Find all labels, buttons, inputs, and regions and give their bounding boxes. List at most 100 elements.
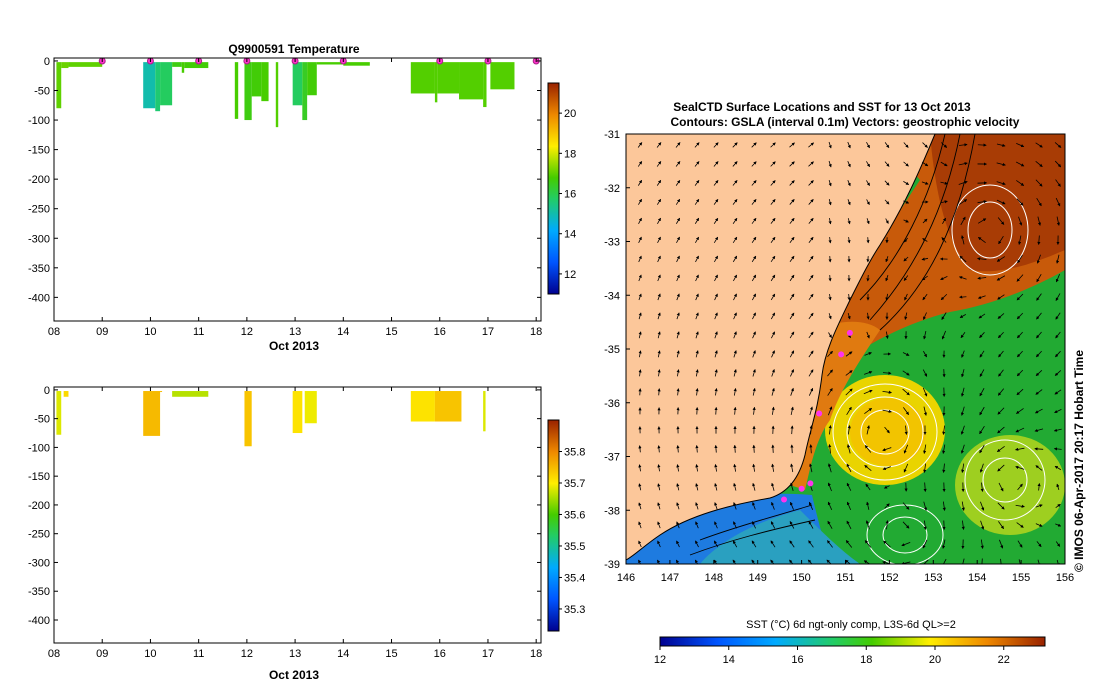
velocity-vector — [676, 540, 680, 548]
velocity-vector — [902, 521, 910, 529]
profile-bar — [307, 62, 317, 96]
velocity-vector — [828, 198, 832, 206]
velocity-vector — [866, 161, 870, 168]
y-tick-label: -350 — [28, 586, 50, 598]
x-tick-label: 09 — [96, 648, 108, 660]
velocity-vector — [847, 312, 851, 320]
temperature-xlabel: Oct 2013 — [269, 339, 319, 353]
velocity-vector — [1016, 180, 1025, 186]
velocity-vector — [828, 444, 832, 454]
velocity-vector — [713, 217, 719, 224]
velocity-vector — [884, 426, 890, 434]
velocity-vector — [1015, 504, 1025, 508]
velocity-vector — [751, 559, 756, 564]
seal-position-marker — [838, 351, 845, 358]
velocity-vector — [1035, 465, 1043, 471]
velocity-vector — [960, 332, 966, 339]
map-area — [626, 134, 1065, 564]
velocity-vector — [979, 332, 985, 339]
salinity-colorbar-ticks: 35.3 35.4 35.5 35.6 35.7 35.8 — [559, 446, 585, 616]
velocity-vector — [695, 388, 699, 396]
map-x-tick-label: 146 — [617, 572, 635, 584]
profile-bar — [275, 62, 279, 128]
velocity-vector — [997, 426, 1005, 434]
velocity-vector — [752, 463, 756, 472]
velocity-vector — [1054, 465, 1062, 471]
velocity-vector — [904, 312, 908, 320]
velocity-vector — [657, 445, 661, 453]
velocity-vector — [733, 463, 737, 472]
velocity-vector — [996, 446, 1005, 452]
salinity-panel: 08 09 10 11 12 13 14 15 16 17 18 0 -50 -100 -150 -200 -2… — [28, 385, 585, 682]
velocity-vector — [977, 236, 986, 244]
velocity-vector — [695, 312, 699, 320]
velocity-vector — [1055, 197, 1061, 207]
velocity-vector — [656, 198, 662, 205]
velocity-vector — [808, 217, 814, 224]
velocity-vector — [1036, 274, 1042, 283]
velocity-vector — [959, 255, 967, 263]
velocity-vector — [1018, 559, 1022, 564]
velocity-vector — [751, 274, 757, 282]
velocity-vector — [866, 237, 870, 244]
velocity-vector — [922, 539, 928, 549]
velocity-vector — [713, 161, 719, 167]
x-tick-label: 13 — [289, 326, 301, 338]
velocity-vector — [942, 217, 946, 225]
velocity-vector — [996, 181, 1006, 186]
profile-bar — [292, 62, 303, 106]
velocity-vector — [1053, 447, 1062, 451]
velocity-vector — [923, 463, 927, 473]
velocity-vector — [714, 274, 718, 282]
velocity-vector — [1037, 235, 1041, 246]
velocity-vector — [1035, 504, 1043, 508]
x-tick-label: 11 — [193, 648, 204, 660]
velocity-vector — [789, 161, 795, 167]
velocity-vector — [1037, 482, 1041, 491]
y-tick-label: -400 — [28, 615, 50, 627]
velocity-vector — [657, 274, 661, 282]
map-y-tick-label: -38 — [604, 505, 620, 517]
velocity-vector — [695, 464, 699, 472]
velocity-vector — [959, 199, 968, 205]
velocity-vector — [1036, 254, 1041, 264]
map-y-tick-label: -35 — [604, 344, 620, 356]
map-y-tick-label: -33 — [604, 237, 620, 249]
velocity-vector — [1035, 523, 1043, 527]
velocity-vector — [752, 387, 756, 396]
velocity-vector — [1054, 389, 1062, 395]
velocity-vector — [657, 217, 661, 224]
velocity-vector — [751, 180, 757, 186]
velocity-vector — [1035, 370, 1043, 377]
velocity-vector — [960, 444, 965, 454]
velocity-vector — [752, 406, 756, 415]
velocity-vector — [827, 540, 833, 548]
velocity-vector — [921, 275, 928, 281]
velocity-vector — [808, 331, 814, 339]
velocity-vector — [828, 237, 832, 244]
velocity-vector — [695, 502, 699, 510]
temperature-panel: Q9900591 Temperature 08 09 10 11 12 13 14 15 16 1… — [28, 42, 576, 353]
velocity-vector — [923, 520, 927, 530]
temperature-colorbar — [547, 82, 560, 295]
velocity-vector — [958, 276, 967, 280]
sst-colorbar-tick-label: 20 — [929, 654, 941, 666]
velocity-vector — [733, 444, 737, 453]
velocity-vector — [732, 255, 738, 263]
velocity-vector — [960, 216, 966, 226]
velocity-vector — [1016, 142, 1025, 148]
profile-bar — [143, 62, 156, 109]
velocity-vector — [808, 293, 814, 301]
velocity-vector — [638, 236, 642, 244]
velocity-vector — [1054, 142, 1062, 148]
velocity-vector — [751, 161, 757, 167]
velocity-vector — [978, 313, 986, 319]
velocity-vector — [695, 331, 699, 339]
velocity-vector — [979, 369, 985, 378]
velocity-vector — [695, 293, 699, 301]
profile-bar — [234, 62, 239, 119]
velocity-vector — [770, 255, 776, 263]
velocity-vector — [809, 444, 813, 454]
x-tick-label: 09 — [96, 326, 108, 338]
velocity-vector — [1055, 523, 1062, 527]
